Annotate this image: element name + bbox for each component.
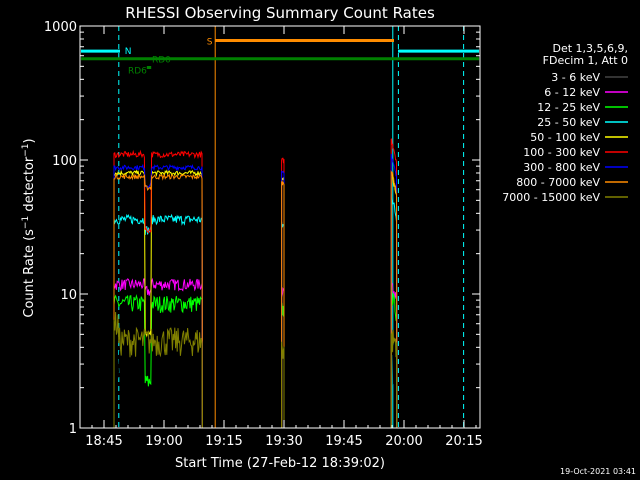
legend-label-3: 25 - 50 keV [537, 116, 600, 129]
legend: Det 1,3,5,6,9,FDecim 1, Att 0 3 - 6 keV 6 … [502, 42, 628, 204]
y-tick-label-3: 1000 [44, 20, 77, 35]
x-tick-label-0: 18:45 [85, 434, 122, 449]
series-line-7-seg-0 [113, 173, 203, 429]
x-tick-label-3: 19:30 [265, 434, 302, 449]
series-line-2-seg-2 [390, 283, 398, 429]
flag-label-0: N [125, 47, 132, 57]
y-tick-label-0: 1 [69, 422, 77, 437]
x-tick-label-2: 19:15 [205, 434, 242, 449]
legend-label-4: 50 - 100 keV [530, 131, 600, 144]
x-tick-label-4: 19:45 [325, 434, 362, 449]
y-tick-label-1: 10 [60, 288, 77, 303]
legend-label-7: 800 - 7000 keV [516, 176, 600, 189]
series-line-0-seg-0 [113, 342, 203, 429]
flag-label-3: RD6 [128, 67, 147, 77]
legend-label-2: 12 - 25 keV [537, 101, 600, 114]
series-line-6-seg-1 [281, 170, 285, 428]
y-tick-label-2: 100 [52, 154, 77, 169]
x-tick-label-5: 20:00 [385, 434, 422, 449]
legend-label-0: 3 - 6 keV [551, 71, 600, 84]
legend-label-8: 7000 - 15000 keV [502, 191, 600, 204]
legend-label-1: 6 - 12 keV [544, 86, 600, 99]
legend-header-1: FDecim 1, Att 0 [543, 54, 628, 67]
series-line-7-seg-2 [390, 169, 398, 429]
plot-frame [79, 25, 481, 429]
series-line-6-seg-2 [390, 153, 398, 429]
series-line-6-seg-0 [113, 163, 203, 429]
series-line-8-seg-1 [281, 341, 285, 428]
legend-label-5: 100 - 300 keV [523, 146, 600, 159]
flag-label-1: S [207, 37, 213, 47]
x-tick-label-1: 19:00 [145, 434, 182, 449]
x-tick-label-6: 20:15 [445, 434, 482, 449]
y-axis-label: Count Rate (s−1 detector−1) [21, 138, 37, 317]
series-line-5-seg-0 [113, 149, 203, 429]
flag-label-2: RD0 [152, 56, 171, 66]
series-line-5-seg-2 [390, 138, 398, 429]
series-line-2-seg-0 [113, 294, 203, 429]
footer-date: 19-Oct-2021 03:41 [560, 467, 636, 476]
x-axis-label: Start Time (27-Feb-12 18:39:02) [175, 456, 385, 471]
series-line-3-seg-2 [390, 194, 398, 429]
legend-label-6: 300 - 800 keV [523, 161, 600, 174]
series-line-3-seg-0 [113, 213, 203, 429]
series-line-8-seg-0 [113, 311, 203, 429]
series-line-1-seg-0 [113, 277, 203, 429]
series-line-4-seg-0 [113, 169, 203, 429]
series-line-5-seg-1 [281, 157, 285, 428]
series-line-8-seg-2 [390, 329, 398, 429]
chart-title: RHESSI Observing Summary Count Rates [125, 4, 435, 22]
legend-header-0: Det 1,3,5,6,9, [552, 42, 628, 55]
series-line-7-seg-1 [281, 180, 285, 428]
